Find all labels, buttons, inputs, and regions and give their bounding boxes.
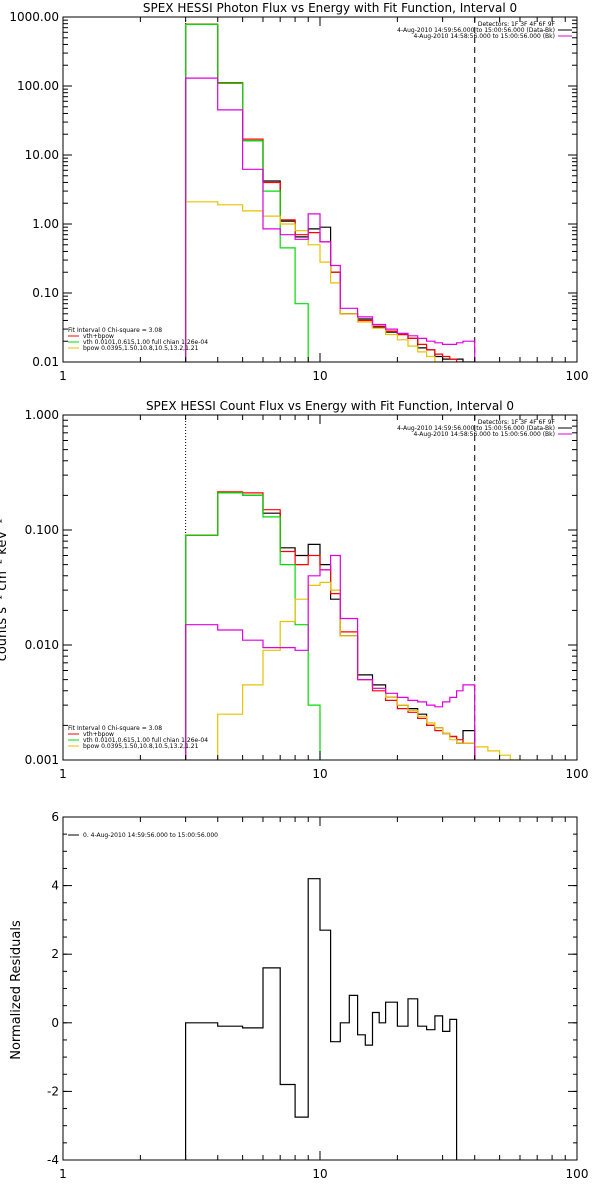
resid-x-tick-label: 100 (566, 1167, 589, 1181)
count-flux-title: SPEX HESSI Count Flux vs Energy with Fit… (146, 399, 514, 413)
photon-series-vth (185, 23, 309, 362)
resid-y-tick-label: 4 (51, 879, 59, 893)
resid-legend-label: 0. 4-Aug-2010 14:59:56.000 to 15:00:56.0… (83, 832, 218, 839)
resid-y-tick-label: -4 (47, 1153, 59, 1167)
photon-y-tick-label: 1.00 (32, 217, 59, 231)
photon-header-line: Detectors: 1F 3F 4F 6F 9F (478, 21, 556, 28)
count-plot-area (185, 415, 521, 760)
count-series-background (185, 554, 476, 760)
count-x-tick-label: 10 (312, 767, 327, 781)
count-y-tick-label: 1.000 (25, 408, 59, 422)
photon-legend-label: vth 0.0101,0.615,1.00 full chian 1.26e-0… (83, 339, 208, 346)
photon-x-tick-label: 10 (312, 369, 327, 383)
photon-series-background (185, 77, 476, 362)
photon-header-line: 4-Aug-2010 14:59:56.000 to 15:00:56.000 … (397, 27, 555, 34)
photon-legend-label: Fit Interval 0 Chi-square = 3.08 (68, 327, 162, 334)
count-legend-label: bpow 0.0395,1.50,10.8,10.5,13.2,1.21 (83, 743, 199, 750)
photon-y-tick-label: 0.01 (32, 355, 59, 369)
photon-header-line: 4-Aug-2010 14:58:56.000 to 15:00:56.000 … (413, 33, 555, 40)
residuals-ylabel: Normalized Residuals (9, 920, 24, 1060)
photon-y-tick-label: 10.00 (25, 148, 59, 162)
count-series-total (185, 491, 476, 760)
count-x-tick-label: 1 (59, 767, 67, 781)
photon-y-tick-label: 100.00 (17, 79, 59, 93)
count-flux-ylabel: counts s⁻¹ cm⁻² keV⁻¹ (0, 519, 10, 662)
photon-x-tick-label: 100 (566, 369, 589, 383)
resid-plot-area (185, 878, 458, 1160)
resid-x-tick-label: 1 (59, 1167, 67, 1181)
photon-frame (62, 16, 578, 363)
resid-y-tick-label: 2 (51, 947, 59, 961)
photon-plot-area (185, 17, 476, 362)
photon-series-data (185, 23, 476, 362)
count-y-tick-label: 0.010 (25, 638, 59, 652)
count-header-line: 4-Aug-2010 14:58:56.000 to 15:00:56.000 … (413, 431, 555, 438)
resid-y-tick-label: -2 (47, 1084, 59, 1098)
count-series-vth (185, 492, 321, 760)
count-x-tick-label: 100 (566, 767, 589, 781)
count-series-bpow (217, 581, 521, 760)
photon-x-tick-label: 1 (59, 369, 67, 383)
photon-legend-label: vth+bpow (83, 333, 114, 340)
resid-x-tick-label: 10 (312, 1167, 327, 1181)
resid-y-tick-label: 0 (51, 1016, 59, 1030)
count-legend-label: vth 0.0101,0.615,1.00 full chian 1.26e-0… (83, 737, 208, 744)
count-y-tick-label: 0.001 (25, 753, 59, 767)
resid-series-residuals (185, 878, 458, 1160)
count-series-data (185, 492, 476, 760)
photon-series-total (185, 23, 464, 362)
resid-frame (62, 816, 578, 1161)
photon-y-tick-label: 0.10 (32, 286, 59, 300)
resid-y-tick-label: 6 (51, 810, 59, 824)
photon-y-tick-label: 1000.00 (9, 10, 59, 24)
count-legend-label: vth+bpow (83, 731, 114, 738)
count-y-tick-label: 0.100 (25, 523, 59, 537)
count-header-line: 4-Aug-2010 14:59:56.000 to 15:00:56.000 … (397, 425, 555, 432)
photon-legend-label: bpow 0.0395,1.50,10.8,10.5,13.2,1.21 (83, 345, 199, 352)
photon-flux-title: SPEX HESSI Photon Flux vs Energy with Fi… (143, 1, 517, 15)
count-header-line: Detectors: 1F 3F 4F 6F 9F (478, 419, 556, 426)
count-legend-label: Fit Interval 0 Chi-square = 3.08 (68, 725, 162, 732)
